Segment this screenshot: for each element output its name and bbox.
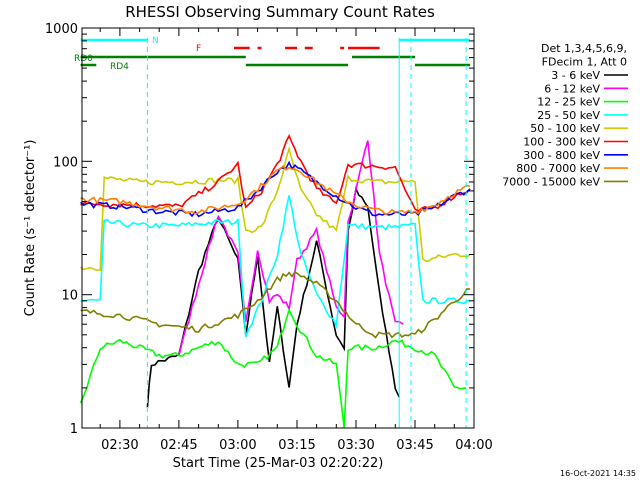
x-tick-label: 03:00 bbox=[219, 438, 256, 453]
legend-label-100-300-kev: 100 - 300 keV bbox=[523, 136, 600, 149]
series-line-3-6-kev bbox=[146, 185, 400, 408]
legend-header: FDecim 1, Att 0 bbox=[542, 56, 627, 69]
x-tick-label: 03:15 bbox=[278, 438, 315, 453]
x-tick-label: 04:00 bbox=[455, 438, 492, 453]
series-line-800-7000-kev bbox=[80, 164, 471, 216]
legend-label-12-25-kev: 12 - 25 keV bbox=[537, 96, 600, 109]
y-tick-label: 1 bbox=[70, 422, 78, 437]
legend-label-50-100-kev: 50 - 100 keV bbox=[530, 122, 600, 135]
flag-label-n: N bbox=[152, 36, 159, 46]
x-tick-label: 02:45 bbox=[160, 438, 197, 453]
chart-title: RHESSI Observing Summary Count Rates bbox=[125, 3, 435, 21]
footer-date: 16-Oct-2021 14:35 bbox=[560, 469, 636, 478]
y-tick-label: 100 bbox=[53, 155, 78, 170]
series-line-300-800-kev bbox=[80, 160, 471, 218]
flag-label-rd4: RD4 bbox=[110, 62, 129, 72]
legend-label-3-6-kev: 3 - 6 keV bbox=[551, 69, 600, 82]
flag-label-f: F bbox=[196, 44, 201, 54]
y-tick-label: 10 bbox=[61, 289, 78, 304]
legend: Det 1,3,4,5,6,9,FDecim 1, Att 03 - 6 keV… bbox=[502, 42, 628, 188]
series-line-25-50-kev bbox=[80, 195, 471, 338]
legend-label-300-800-kev: 300 - 800 keV bbox=[523, 149, 600, 162]
legend-label-25-50-kev: 25 - 50 keV bbox=[537, 109, 600, 122]
legend-label-6-12-kev: 6 - 12 keV bbox=[544, 82, 600, 95]
x-tick-label: 03:45 bbox=[396, 438, 433, 453]
y-axis: 1 10 100 1000 bbox=[45, 22, 474, 437]
series-line-7000-15000-kev bbox=[80, 270, 471, 339]
legend-header: Det 1,3,4,5,6,9, bbox=[541, 42, 627, 55]
y-tick-label: 1000 bbox=[45, 22, 78, 37]
x-axis-label: Start Time (25-Mar-03 02:20:22) bbox=[173, 456, 384, 471]
series-line-50-100-kev bbox=[80, 145, 471, 272]
x-tick-label: 02:30 bbox=[101, 438, 138, 453]
x-tick-label: 03:30 bbox=[337, 438, 374, 453]
series-line-100-300-kev bbox=[80, 134, 471, 213]
flag-bars: N F RD0 RD4 bbox=[74, 36, 471, 428]
legend-label-7000-15000-kev: 7000 - 15000 keV bbox=[502, 175, 600, 188]
series-line-12-25-kev bbox=[79, 307, 467, 429]
flag-label-rd0: RD0 bbox=[74, 54, 93, 64]
legend-label-800-7000-kev: 800 - 7000 keV bbox=[516, 162, 600, 175]
series-lines bbox=[79, 134, 471, 429]
plot-frame bbox=[81, 27, 475, 429]
x-axis: 02:30 02:45 03:00 03:15 03:30 03:45 04:00 bbox=[99, 28, 493, 453]
y-axis-label: Count Rate (s⁻¹ detector⁻¹) bbox=[23, 140, 38, 317]
